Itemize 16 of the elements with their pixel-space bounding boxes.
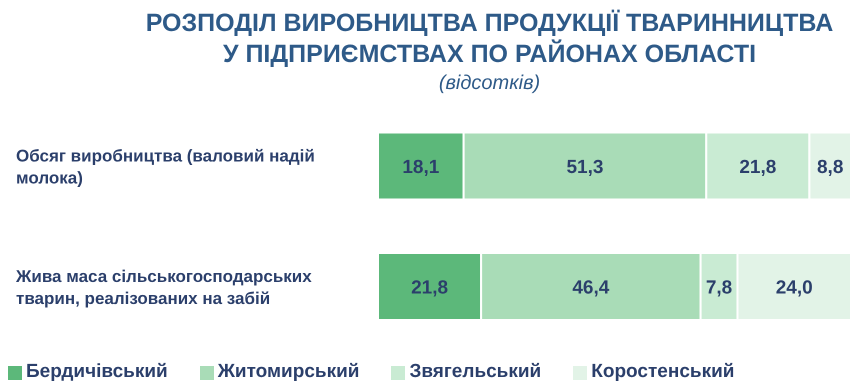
y-tick-label: Жива маса сільськогосподарських тварин, реалізованих на забій: [15, 266, 312, 308]
text: РОЗПОДІЛ ВИРОБНИЦТВА ПРОДУКЦІЇ ТВАРИННИЦТВА У ПІДПРИЄМСТВАХ ПО РАЙОНАХ ОБЛАСТІ: [144, 8, 834, 70]
data-label: 46,4: [572, 277, 610, 298]
data-label: 21,8: [739, 156, 776, 178]
legend-label: Звягельський: [409, 361, 542, 382]
data-label: 7,8: [706, 277, 732, 298]
data-label: 51,3: [566, 156, 604, 178]
data-label: 24,0: [776, 277, 813, 298]
legend-label: Бердичівський: [26, 361, 168, 382]
text: (відсотків): [438, 71, 542, 96]
data-label: 8,8: [816, 156, 844, 178]
legend-label: Коростенський: [591, 361, 734, 382]
legend-label: Житомирський: [218, 361, 360, 382]
data-label: 21,8: [411, 277, 448, 298]
y-tick-label: Обсяг виробництва (валовий надій молока): [16, 146, 315, 188]
data-label: 18,1: [402, 156, 440, 178]
